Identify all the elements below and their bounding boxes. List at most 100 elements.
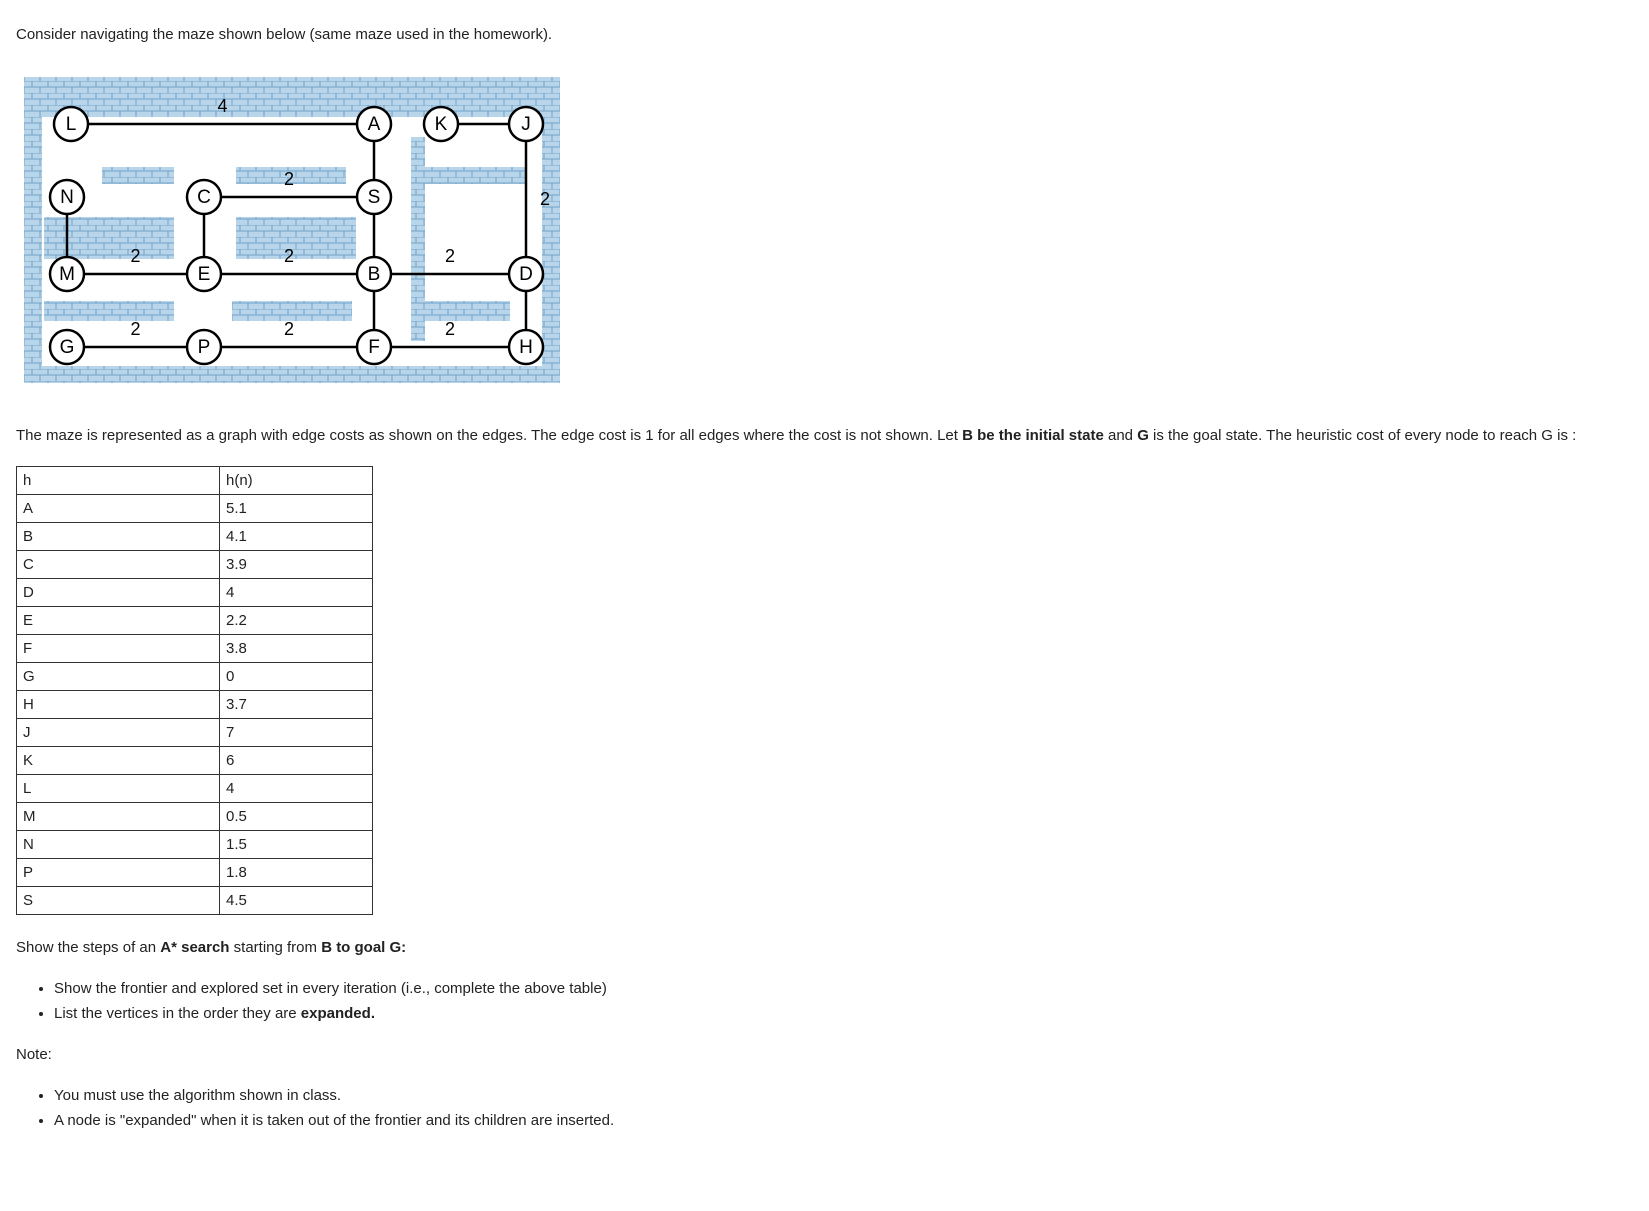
- maze-svg: 422222222LAKJNCSMEBDGPFH: [16, 69, 568, 391]
- maze-node-label: D: [519, 264, 533, 285]
- problem-setup-paragraph: The maze is represented as a graph with …: [16, 425, 1633, 446]
- table-cell: 4: [220, 579, 373, 607]
- table-cell: h: [17, 467, 220, 495]
- maze-node-label: F: [368, 337, 380, 358]
- table-row: F3.8: [17, 635, 373, 663]
- table-row: H3.7: [17, 691, 373, 719]
- table-cell: 4.5: [220, 887, 373, 915]
- table-cell: C: [17, 551, 220, 579]
- maze-wall: [102, 167, 174, 184]
- list-item: A node is "expanded" when it is taken ou…: [54, 1110, 1633, 1131]
- edge-weight: 2: [284, 319, 294, 339]
- maze-node-label: G: [60, 337, 75, 358]
- table-cell: 1.8: [220, 859, 373, 887]
- list-item: List the vertices in the order they are …: [54, 1003, 1633, 1024]
- table-cell: F: [17, 635, 220, 663]
- setup-text-pre: The maze is represented as a graph with …: [16, 427, 962, 444]
- table-row: A5.1: [17, 495, 373, 523]
- edge-weight: 2: [284, 246, 294, 266]
- table-cell: 6: [220, 747, 373, 775]
- table-cell: 7: [220, 719, 373, 747]
- table-cell: E: [17, 607, 220, 635]
- astar-label: A* search: [160, 939, 229, 956]
- task-list: Show the frontier and explored set in ev…: [16, 978, 1633, 1024]
- task-paragraph: Show the steps of an A* search starting …: [16, 937, 1633, 958]
- table-row: N1.5: [17, 831, 373, 859]
- table-cell: 4.1: [220, 523, 373, 551]
- table-cell: K: [17, 747, 220, 775]
- maze-node-label: J: [521, 114, 531, 135]
- initial-state-label: B be the initial state: [962, 427, 1104, 444]
- maze-wall: [24, 77, 42, 383]
- table-row: S4.5: [17, 887, 373, 915]
- list-item: Show the frontier and explored set in ev…: [54, 978, 1633, 999]
- edge-weight: 2: [130, 319, 140, 339]
- maze-node-label: S: [368, 187, 381, 208]
- maze-wall: [232, 301, 352, 321]
- table-cell: P: [17, 859, 220, 887]
- table-cell: L: [17, 775, 220, 803]
- note-list: You must use the algorithm shown in clas…: [16, 1085, 1633, 1131]
- maze-wall: [411, 167, 525, 184]
- maze-node-label: E: [198, 264, 211, 285]
- table-cell: H: [17, 691, 220, 719]
- maze-wall: [24, 77, 560, 117]
- table-cell: J: [17, 719, 220, 747]
- maze-wall: [44, 301, 174, 321]
- maze-node-label: K: [435, 114, 448, 135]
- table-cell: G: [17, 663, 220, 691]
- task-text-pre: Show the steps of an: [16, 939, 160, 956]
- table-cell: 3.7: [220, 691, 373, 719]
- table-row: hh(n): [17, 467, 373, 495]
- goal-state-label: G: [1137, 427, 1149, 444]
- task-text-mid: starting from: [234, 939, 322, 956]
- maze-wall: [542, 77, 560, 383]
- note-heading: Note:: [16, 1044, 1633, 1065]
- edge-weight: 2: [284, 169, 294, 189]
- table-cell: 1.5: [220, 831, 373, 859]
- maze-wall: [44, 217, 174, 259]
- table-cell: 5.1: [220, 495, 373, 523]
- table-cell: 0.5: [220, 803, 373, 831]
- maze-wall: [236, 217, 356, 259]
- edge-weight: 2: [445, 246, 455, 266]
- setup-text-mid: and: [1108, 427, 1137, 444]
- table-row: K6: [17, 747, 373, 775]
- edge-weight: 2: [445, 319, 455, 339]
- table-row: D4: [17, 579, 373, 607]
- maze-wall: [425, 301, 510, 321]
- table-cell: N: [17, 831, 220, 859]
- table-row: G0: [17, 663, 373, 691]
- start-goal-label: B to goal G:: [321, 939, 406, 956]
- heuristic-table: hh(n)A5.1B4.1C3.9D4E2.2F3.8G0H3.7J7K6L4M…: [16, 466, 373, 915]
- maze-node-label: N: [60, 187, 74, 208]
- maze-node-label: C: [197, 187, 211, 208]
- setup-text-post: is the goal state. The heuristic cost of…: [1153, 427, 1576, 444]
- maze-node-label: H: [519, 337, 533, 358]
- table-cell: 2.2: [220, 607, 373, 635]
- table-cell: B: [17, 523, 220, 551]
- maze-node-label: L: [66, 114, 77, 135]
- table-cell: 3.8: [220, 635, 373, 663]
- table-row: P1.8: [17, 859, 373, 887]
- maze-node-label: A: [368, 114, 381, 135]
- table-cell: A: [17, 495, 220, 523]
- table-cell: 0: [220, 663, 373, 691]
- table-row: J7: [17, 719, 373, 747]
- table-cell: M: [17, 803, 220, 831]
- table-cell: h(n): [220, 467, 373, 495]
- table-row: C3.9: [17, 551, 373, 579]
- table-cell: S: [17, 887, 220, 915]
- table-cell: 4: [220, 775, 373, 803]
- edge-weight: 2: [130, 246, 140, 266]
- table-cell: D: [17, 579, 220, 607]
- intro-paragraph: Consider navigating the maze shown below…: [16, 24, 1633, 45]
- list-item: You must use the algorithm shown in clas…: [54, 1085, 1633, 1106]
- maze-figure: 422222222LAKJNCSMEBDGPFH: [16, 69, 568, 397]
- maze-node-label: P: [198, 337, 211, 358]
- maze-node-label: M: [59, 264, 75, 285]
- table-row: B4.1: [17, 523, 373, 551]
- table-row: M0.5: [17, 803, 373, 831]
- maze-node-label: B: [368, 264, 381, 285]
- edge-weight: 2: [540, 189, 550, 209]
